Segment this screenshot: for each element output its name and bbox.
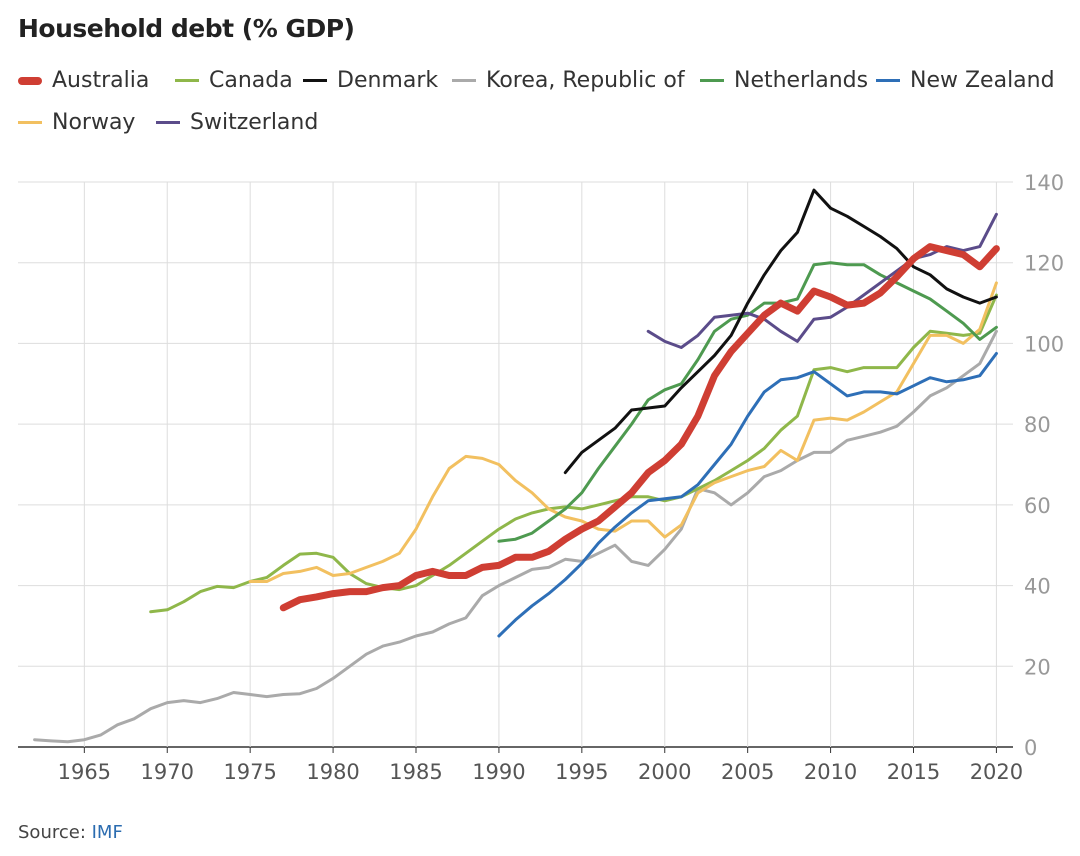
legend-swatch-denmark: [303, 79, 327, 82]
legend-item-korea: Korea, Republic of: [452, 68, 685, 93]
legend-swatch-netherlands: [700, 79, 724, 82]
x-tick-label: 1975: [223, 760, 276, 784]
legend-swatch-australia: [18, 76, 42, 85]
series-line-denmark: [563, 188, 998, 475]
x-tick-label: 1985: [389, 760, 442, 784]
y-tick-label: 100: [1024, 332, 1064, 356]
x-tick-label: 1990: [472, 760, 525, 784]
x-tick-label: 2005: [721, 760, 774, 784]
legend-swatch-new-zealand: [876, 79, 900, 82]
legend-swatch-norway: [18, 121, 42, 124]
series-line-switzerland: [646, 212, 998, 349]
x-tick-label: 2020: [970, 760, 1023, 784]
source-note: Source: IMF: [18, 822, 123, 843]
legend-swatch-canada: [175, 79, 199, 82]
y-tick-label: 80: [1024, 413, 1051, 437]
legend-item-australia: Australia: [18, 68, 149, 93]
y-tick-label: 140: [1024, 171, 1064, 195]
legend-label: Australia: [52, 68, 150, 93]
y-tick-label: 60: [1024, 494, 1051, 518]
x-tick-label: 2010: [804, 760, 857, 784]
series-line-canada: [149, 293, 998, 614]
series-line-norway: [248, 281, 998, 583]
legend-item-netherlands: Netherlands: [700, 68, 868, 93]
legend-item-switzerland: Switzerland: [156, 110, 318, 135]
legend-label: New Zealand: [910, 68, 1055, 93]
legend-swatch-switzerland: [156, 121, 180, 124]
y-tick-label: 40: [1024, 575, 1051, 599]
legend-item-new-zealand: New Zealand: [876, 68, 1055, 93]
chart-title: Household debt (% GDP): [18, 14, 355, 43]
legend-label: Norway: [52, 110, 136, 135]
legend-label: Switzerland: [190, 110, 319, 135]
x-tick-label: 1980: [306, 760, 359, 784]
y-tick-label: 20: [1024, 655, 1051, 679]
series-line-korea-republic-of: [33, 329, 998, 744]
x-tick-label: 1995: [555, 760, 608, 784]
legend-item-canada: Canada: [175, 68, 293, 93]
y-tick-label: 0: [1024, 736, 1037, 760]
source-link[interactable]: IMF: [91, 822, 123, 843]
legend-swatch-korea: [452, 79, 476, 82]
source-label: Source:: [18, 822, 86, 843]
y-tick-label: 120: [1024, 252, 1064, 276]
series-line-australia: [279, 243, 1000, 612]
x-tick-label: 1970: [141, 760, 194, 784]
legend-label: Denmark: [337, 68, 439, 93]
x-tick-label: 2015: [887, 760, 940, 784]
legend-label: Canada: [209, 68, 293, 93]
line-chart: 0 20 40 60 80 100 120 140 1965 1970 1975 1980 1985 19…: [18, 171, 1064, 784]
x-tick-label: 2000: [638, 760, 691, 784]
legend-item-denmark: Denmark: [303, 68, 438, 93]
series-line-new-zealand: [497, 352, 998, 638]
legend-label: Korea, Republic of: [486, 68, 685, 93]
x-tick-label: 1965: [58, 760, 111, 784]
legend-item-norway: Norway: [18, 110, 135, 135]
legend-label: Netherlands: [734, 68, 869, 93]
series-line-netherlands: [497, 261, 998, 543]
